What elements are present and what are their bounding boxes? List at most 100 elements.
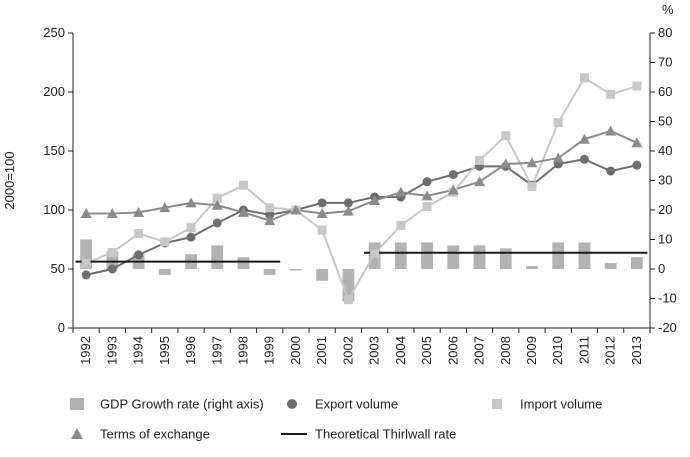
point-terms-of-exchange xyxy=(159,202,171,213)
line-terms-of-exchange xyxy=(86,129,638,222)
point-export-volume xyxy=(186,232,196,242)
bar-gdp-growth xyxy=(447,245,460,269)
right-tick-label: 30 xyxy=(658,173,672,188)
legend-swatch-gdp xyxy=(70,398,84,410)
point-terms-of-exchange xyxy=(290,204,302,215)
x-tick-label: 2006 xyxy=(445,336,460,365)
point-export-volume xyxy=(606,166,616,176)
point-import-volume xyxy=(212,193,222,203)
point-export-volume xyxy=(579,154,589,164)
right-tick-label: 10 xyxy=(658,232,672,247)
point-terms-of-exchange xyxy=(237,206,249,217)
line-export-volume xyxy=(85,158,638,276)
point-terms-of-exchange xyxy=(526,157,538,168)
line-import-volume xyxy=(85,76,638,303)
x-tick-label: 1997 xyxy=(209,336,224,365)
point-terms-of-exchange xyxy=(316,208,328,219)
point-terms-of-exchange xyxy=(605,125,617,136)
right-tick-label: 80 xyxy=(658,25,672,40)
bar-gdp-growth xyxy=(80,239,93,269)
right-tick-label: 60 xyxy=(658,84,672,99)
bar-gdp-growth xyxy=(290,269,302,271)
left-tick-label: 200 xyxy=(43,84,65,99)
bar-gdp-growth xyxy=(473,245,486,269)
left-tick-label: 0 xyxy=(58,320,65,335)
right-tick-label: -20 xyxy=(658,320,677,335)
point-import-volume xyxy=(527,181,537,191)
right-tick-label: 70 xyxy=(658,55,672,70)
point-terms-of-exchange xyxy=(106,208,118,219)
bar-gdp-growth xyxy=(342,269,355,302)
bar-gdp-growth xyxy=(394,242,407,269)
bar-gdp-growth xyxy=(263,269,276,275)
x-tick-label: 2008 xyxy=(498,336,513,365)
point-terms-of-exchange xyxy=(474,176,486,187)
point-export-volume xyxy=(343,198,353,208)
point-terms-of-exchange xyxy=(395,186,407,197)
point-export-volume xyxy=(422,177,432,187)
left-tick-label: 150 xyxy=(43,143,65,158)
right-tick-label: 0 xyxy=(658,261,665,276)
point-import-volume xyxy=(606,89,616,99)
x-tick-label: 2005 xyxy=(419,336,434,365)
bar-gdp-growth xyxy=(604,263,617,269)
x-tick-label: 2009 xyxy=(524,336,539,365)
point-export-volume xyxy=(632,160,642,170)
bar-gdp-growth xyxy=(237,257,250,269)
point-terms-of-exchange xyxy=(211,199,223,210)
left-axis-title: 2000=100 xyxy=(2,151,17,209)
point-terms-of-exchange xyxy=(500,158,512,169)
x-tick-label: 1992 xyxy=(78,336,93,365)
right-axis-title: % xyxy=(662,2,674,17)
point-terms-of-exchange xyxy=(80,208,92,219)
x-tick-label: 2007 xyxy=(472,336,487,365)
bar-gdp-growth xyxy=(106,251,119,269)
point-terms-of-exchange xyxy=(133,206,145,217)
point-import-volume xyxy=(81,258,91,268)
legend-swatch-circle xyxy=(287,399,297,409)
point-import-volume xyxy=(579,73,589,83)
point-import-volume xyxy=(107,247,117,257)
bar-gdp-growth xyxy=(526,266,538,269)
x-tick-label: 2002 xyxy=(340,336,355,365)
x-tick-label: 1998 xyxy=(235,336,250,365)
x-tick-label: 2011 xyxy=(576,336,591,364)
point-import-volume xyxy=(265,203,275,213)
left-tick-label: 50 xyxy=(51,261,65,276)
right-tick-label: 50 xyxy=(658,114,672,129)
point-import-volume xyxy=(186,223,196,233)
left-tick-label: 250 xyxy=(43,25,65,40)
x-tick-label: 2013 xyxy=(629,336,644,365)
point-import-volume xyxy=(422,201,432,211)
x-tick-label: 1996 xyxy=(183,336,198,365)
point-terms-of-exchange xyxy=(264,215,276,226)
point-import-volume xyxy=(317,225,327,235)
x-tick-label: 2001 xyxy=(314,336,329,365)
x-tick-label: 2003 xyxy=(367,336,382,365)
point-export-volume xyxy=(212,218,222,228)
point-terms-of-exchange xyxy=(421,190,433,201)
x-tick-label: 2010 xyxy=(550,336,565,365)
x-tick-label: 1994 xyxy=(131,336,146,365)
x-tick-label: 2000 xyxy=(288,336,303,365)
point-terms-of-exchange xyxy=(552,152,564,163)
legend-label: Terms of exchange xyxy=(100,427,210,442)
x-tick-label: 2004 xyxy=(393,336,408,365)
point-export-volume xyxy=(265,210,275,220)
bar-gdp-growth xyxy=(578,242,591,269)
legend-label: GDP Growth rate (right axis) xyxy=(100,397,264,412)
left-tick-label: 100 xyxy=(43,202,65,217)
point-terms-of-exchange xyxy=(578,133,590,144)
point-import-volume xyxy=(475,155,485,165)
point-import-volume xyxy=(396,220,406,230)
x-tick-label: 1995 xyxy=(157,336,172,365)
point-terms-of-exchange xyxy=(369,195,381,206)
point-import-volume xyxy=(553,118,563,128)
point-import-volume xyxy=(160,237,170,247)
point-export-volume xyxy=(448,170,458,180)
right-tick-label: 40 xyxy=(658,143,672,158)
point-export-volume xyxy=(317,198,327,208)
bar-gdp-growth xyxy=(552,242,565,269)
x-tick-label: 2012 xyxy=(603,336,618,365)
